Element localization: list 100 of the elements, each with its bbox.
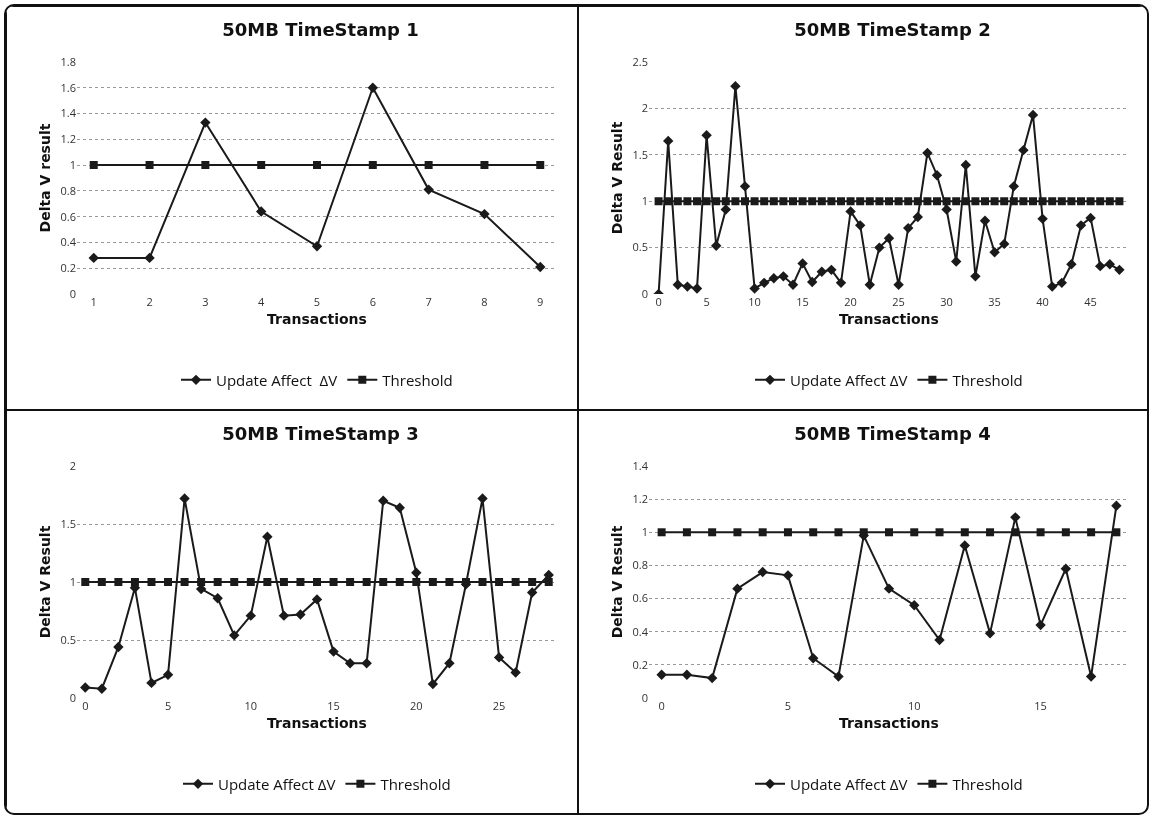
point	[768, 273, 779, 284]
point	[145, 161, 154, 170]
point	[827, 197, 836, 206]
point	[329, 578, 338, 586]
point	[673, 197, 682, 206]
point	[672, 279, 683, 290]
x-tick-label: 0	[655, 294, 662, 309]
legend-label: Threshold	[382, 369, 453, 390]
point	[769, 197, 778, 206]
x-tick-label: 3	[202, 294, 209, 309]
point	[1096, 197, 1105, 206]
x-tick-label: 15	[327, 698, 340, 713]
point	[999, 238, 1010, 250]
legend-label: Update Affect ΔV	[216, 369, 338, 390]
point	[1075, 220, 1087, 231]
point	[682, 281, 693, 292]
x-tick-label: 5	[703, 294, 710, 309]
point	[984, 628, 996, 639]
y-tick-label: 1	[641, 193, 648, 209]
point	[114, 578, 123, 586]
point	[739, 181, 751, 192]
point	[691, 283, 703, 294]
point	[834, 528, 843, 537]
point	[395, 578, 404, 586]
point	[257, 161, 266, 170]
y-tick-label: 1	[69, 573, 76, 589]
point	[903, 222, 914, 234]
y-axis-title: Delta V result	[37, 123, 54, 233]
point	[1115, 197, 1124, 206]
point	[278, 610, 290, 621]
legend-label: Update Affect ΔV	[218, 773, 336, 794]
point	[536, 161, 545, 170]
x-tick-label: 10	[748, 294, 761, 309]
point	[1056, 277, 1067, 289]
x-tick-label: 5	[313, 294, 321, 309]
legend-label: Threshold	[952, 369, 1023, 390]
point	[1061, 528, 1070, 537]
point	[1008, 181, 1019, 192]
point	[760, 197, 769, 206]
point	[528, 578, 537, 586]
point	[883, 583, 895, 594]
point	[816, 266, 827, 277]
point	[808, 653, 819, 664]
y-axis-title: Delta V Result	[37, 525, 54, 639]
y-tick-label: 0.8	[60, 182, 76, 198]
point	[213, 578, 222, 586]
point	[230, 578, 239, 586]
point	[495, 578, 504, 586]
x-tick-label: 15	[1034, 698, 1047, 713]
x-tick-label: 4	[258, 294, 266, 309]
point	[808, 197, 817, 206]
point	[758, 528, 767, 537]
point	[952, 197, 961, 206]
point	[809, 528, 818, 537]
point	[656, 669, 667, 680]
point	[759, 277, 770, 289]
x-axis-title: Transactions	[839, 715, 939, 732]
point	[933, 197, 941, 206]
point	[480, 161, 489, 170]
point	[245, 610, 256, 621]
y-tick-label: 2.5	[632, 53, 648, 69]
point	[344, 658, 356, 669]
point	[657, 528, 666, 537]
point	[706, 672, 718, 684]
chart-title: 50MB TimeStamp 1	[222, 18, 419, 40]
point	[362, 578, 371, 586]
point	[874, 242, 885, 253]
point	[368, 161, 377, 170]
point	[941, 204, 952, 215]
point	[80, 682, 91, 693]
point	[855, 220, 866, 231]
point	[1048, 197, 1057, 206]
point	[846, 197, 855, 206]
x-tick-label: 20	[844, 294, 857, 309]
x-tick-label: 9	[537, 294, 544, 309]
point	[1047, 281, 1058, 292]
point	[179, 493, 190, 504]
point	[479, 208, 490, 220]
legend-label: Update Affect ΔV	[790, 773, 908, 794]
point	[779, 197, 788, 206]
point	[733, 528, 742, 537]
point	[970, 271, 981, 282]
point	[910, 528, 919, 537]
point	[1057, 197, 1066, 206]
point	[1060, 563, 1072, 574]
y-tick-label: 1.2	[60, 131, 76, 147]
point	[711, 240, 722, 251]
y-axis-title: Delta V Result	[609, 121, 626, 235]
point	[981, 197, 989, 206]
y-tick-label: 0.5	[60, 631, 76, 647]
y-tick-label: 1	[641, 524, 648, 540]
point	[1018, 144, 1029, 156]
y-tick-label: 1.2	[632, 490, 648, 506]
point	[951, 256, 962, 267]
y-tick-label: 0.5	[632, 239, 648, 255]
point	[511, 578, 520, 586]
point	[164, 578, 173, 586]
y-tick-label: 2	[69, 457, 76, 473]
point	[904, 197, 913, 206]
point	[328, 646, 339, 657]
